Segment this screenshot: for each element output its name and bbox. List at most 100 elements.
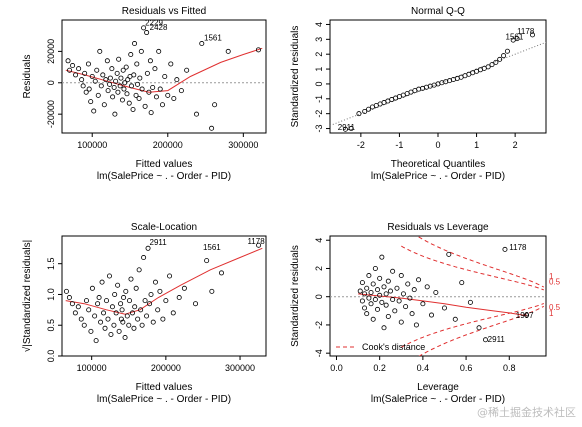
- data-point: [255, 47, 261, 53]
- data-point: [476, 325, 482, 331]
- plot-title: Normal Q-Q: [411, 6, 465, 17]
- data-point: [122, 335, 128, 341]
- data-point: [385, 313, 391, 319]
- y-axis-label: Standardized residuals: [290, 245, 301, 347]
- data-point: [165, 92, 171, 98]
- data-point: [493, 59, 499, 65]
- data-point: [98, 83, 104, 89]
- x-tick-label: 0: [435, 140, 440, 150]
- data-point: [129, 310, 135, 316]
- data-point: [160, 316, 166, 322]
- plot-title: Residuals vs Leverage: [387, 222, 489, 233]
- data-point: [381, 284, 387, 290]
- data-point: [524, 312, 530, 318]
- data-point: [121, 86, 127, 92]
- data-point: [105, 316, 111, 322]
- data-point: [146, 89, 152, 95]
- smooth-line: [65, 247, 263, 315]
- y-tick-label: 1.0: [46, 288, 56, 301]
- data-point: [514, 36, 520, 42]
- data-point: [78, 316, 84, 322]
- outlier-label: 2229: [145, 18, 163, 27]
- x-tick-label: 200000: [151, 363, 181, 373]
- data-point: [144, 70, 150, 76]
- data-point: [132, 41, 138, 47]
- data-point: [176, 295, 182, 301]
- data-point: [81, 322, 87, 328]
- data-point: [362, 305, 368, 311]
- data-point: [411, 287, 417, 293]
- data-point: [204, 258, 210, 264]
- smooth-line: [65, 47, 263, 93]
- data-point: [362, 291, 368, 297]
- data-point: [107, 75, 113, 81]
- data-point: [83, 89, 89, 95]
- data-point: [396, 298, 402, 304]
- data-point: [133, 92, 139, 98]
- x-tick-label: 0.2: [373, 363, 386, 373]
- data-point: [128, 52, 134, 58]
- data-point: [116, 328, 122, 334]
- cooks-distance-contour: [416, 236, 545, 288]
- data-point: [131, 72, 137, 78]
- data-point: [127, 298, 133, 304]
- data-point: [359, 280, 365, 286]
- data-point: [75, 304, 81, 310]
- plot-frame: [61, 235, 267, 357]
- data-point: [118, 75, 124, 81]
- data-point: [131, 325, 137, 331]
- x-tick-label: 300000: [225, 363, 255, 373]
- y-axis-label: Residuals: [22, 55, 33, 99]
- watermark: @稀土掘金技术社区: [477, 406, 576, 419]
- data-point: [66, 295, 72, 301]
- data-point: [467, 299, 473, 305]
- data-point: [141, 25, 147, 31]
- data-point: [148, 291, 154, 297]
- data-point: [452, 316, 458, 322]
- data-point: [193, 301, 199, 307]
- x-tick-label: 0.0: [330, 363, 343, 373]
- x-axis-label: Fitted values: [136, 382, 193, 393]
- data-point: [152, 279, 158, 285]
- data-point: [123, 288, 129, 294]
- x-tick-label: 0.4: [417, 363, 430, 373]
- data-point: [383, 302, 389, 308]
- data-point: [446, 251, 452, 257]
- data-point: [364, 285, 370, 291]
- data-point: [89, 74, 95, 80]
- data-point: [126, 100, 132, 106]
- data-point: [95, 301, 101, 307]
- data-point: [106, 273, 112, 279]
- data-point: [366, 295, 372, 301]
- data-point: [142, 298, 148, 304]
- data-point: [429, 312, 435, 318]
- y-tick-label: -20000: [46, 100, 56, 128]
- x-axis-sublabel: lm(SalePrice ~ . - Order - PID): [371, 171, 505, 182]
- y-tick-label: 2: [314, 52, 324, 57]
- data-point: [218, 270, 224, 276]
- plot-0: Residuals vs Fitted Fitted valueslm(SaleP…: [22, 6, 267, 182]
- data-point: [398, 273, 404, 279]
- plot-area: [63, 242, 263, 344]
- data-point: [199, 41, 205, 47]
- data-point: [485, 64, 491, 70]
- data-point: [150, 319, 156, 325]
- data-point: [441, 305, 447, 311]
- x-axis-label: Leverage: [417, 382, 459, 393]
- data-point: [459, 280, 465, 286]
- data-point: [405, 281, 411, 287]
- data-point: [93, 338, 99, 344]
- data-point: [98, 319, 104, 325]
- data-point: [100, 72, 106, 78]
- outlier-label: 1178: [247, 237, 265, 246]
- data-point: [379, 299, 385, 305]
- data-point: [129, 83, 135, 89]
- data-point: [141, 255, 147, 261]
- data-point: [67, 67, 73, 73]
- data-point: [110, 94, 116, 100]
- data-point: [116, 56, 122, 62]
- data-point: [147, 58, 153, 64]
- data-point: [119, 307, 125, 313]
- y-tick-label: 0.0: [46, 350, 56, 363]
- cooks-distance-contour: [401, 245, 544, 291]
